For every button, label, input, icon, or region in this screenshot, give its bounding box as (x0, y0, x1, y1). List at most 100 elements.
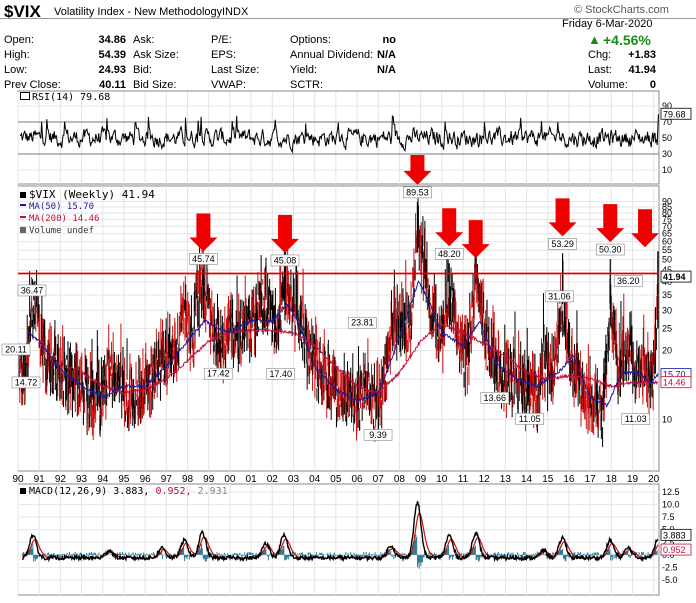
rsi-legend-icon (20, 92, 30, 100)
x-tick-label: 16 (563, 474, 575, 485)
x-tick-label: 13 (500, 474, 512, 485)
x-tick-label: 10 (436, 474, 448, 485)
macd-current-box (660, 543, 692, 556)
axis-labels: 90 91 92 93 94 95 96 97 98 99 00 01 02 03 04 05 06 07 08 09… (12, 101, 692, 585)
price-current-box (660, 376, 692, 389)
chg-value: +1.83 (628, 49, 656, 61)
symbol[interactable]: $VIX (4, 2, 41, 21)
x-tick-label: 05 (330, 474, 342, 485)
rsi-y-tick-label: 70 (662, 117, 672, 127)
price-y-tick-label: 45 (662, 265, 672, 275)
rsi-y-tick-label: 10 (662, 165, 672, 175)
macd-current-box (660, 528, 692, 541)
exchange: INDX (222, 6, 249, 18)
macd-legend-main: MACD(12,26,9) 3.883, (29, 486, 150, 497)
rsi-y-tick-label: 50 (662, 133, 672, 143)
open-value: 34.86 (98, 34, 126, 46)
value-annotation: 17.42 (207, 369, 230, 379)
x-tick-label: 14 (521, 474, 533, 485)
rsi-current-label: 79.68 (663, 109, 686, 119)
vwap-label: VWAP: (211, 79, 247, 91)
rsi-plot (18, 114, 659, 155)
value-annotation: 23.81 (351, 318, 374, 328)
x-tick-label: 03 (288, 474, 300, 485)
ma50-legend-row: MA(50) 15.70 (20, 201, 155, 213)
rsi-legend-text: RSI(14) 79.68 (32, 92, 111, 103)
pe-label: P/E: (211, 34, 232, 46)
up-arrow-icon: ▲ (588, 32, 601, 47)
value-annotation: 36.20 (617, 276, 640, 286)
price-plot (18, 197, 659, 448)
value-annotation-box (11, 376, 41, 389)
quote-header: $VIX Volatility Index - New Methodology … (0, 0, 696, 92)
price-y-tick-label: 20 (662, 346, 672, 356)
x-tick-label: 95 (118, 474, 130, 485)
value-annotation-box (348, 316, 377, 329)
x-tick-label: 20 (648, 474, 660, 485)
value-annotation-box (613, 275, 643, 287)
x-tick-label: 99 (203, 474, 215, 485)
macd-current-label: 3.883 (663, 530, 686, 540)
options-label: Options: (290, 34, 331, 46)
macd-legend-signal: 0.952, (149, 486, 192, 497)
x-tick-label: 06 (351, 474, 363, 485)
x-tick-label: 96 (140, 474, 152, 485)
blue-line-icon (20, 204, 26, 206)
value-annotation-box (595, 243, 625, 256)
x-tick-label: 18 (606, 474, 618, 485)
price-y-tick-label: 10 (662, 414, 672, 424)
price-current-label: 15.70 (663, 370, 686, 380)
value-annotation-box (434, 247, 464, 260)
x-tick-label: 92 (55, 474, 67, 485)
value-annotation: 45.08 (274, 255, 297, 265)
x-tick-label: 04 (309, 474, 321, 485)
macd-y-tick-label: 7.5 (662, 512, 675, 522)
macd-legend-icon (20, 488, 26, 494)
value-annotation-box (515, 413, 545, 425)
x-tick-label: 98 (182, 474, 194, 485)
macd-panel (17, 483, 660, 596)
bid-size-label: Bid Size: (133, 79, 177, 91)
price-legend-symbol: $VIX (Weekly) 41.94 (29, 188, 155, 201)
value-annotation-box (545, 290, 574, 303)
price-y-tick-label: 75 (662, 214, 672, 224)
x-tick-label: 01 (246, 474, 258, 485)
ma50-legend-text: MA(50) 15.70 (29, 202, 95, 212)
sctr-label: SCTR: (290, 79, 323, 91)
prev-close-value: 40.11 (99, 79, 126, 91)
price-y-tick-label: 55 (662, 245, 672, 255)
yield-label: Yield: (290, 64, 318, 76)
last-value: 41.94 (628, 64, 656, 76)
value-annotation: 11.05 (519, 414, 541, 424)
value-annotation: 45.74 (192, 254, 215, 264)
price-y-tick-label: 80 (662, 208, 672, 218)
volume-label: Volume: (588, 79, 628, 91)
bid-label: Bid: (133, 64, 152, 76)
value-annotation: 89.53 (406, 187, 429, 197)
value-annotation-box (480, 392, 510, 404)
price-legend-row: $VIX (Weekly) 41.94 (20, 189, 155, 201)
price-y-tick-label: 30 (662, 305, 672, 315)
annual-dividend-label: Annual Dividend: (290, 49, 374, 61)
price-y-tick-label: 25 (662, 323, 672, 333)
price-y-tick-label: 60 (662, 237, 672, 247)
ask-label: Ask: (133, 34, 155, 46)
value-annotation-box (203, 367, 233, 380)
macd-y-tick-label: 2.5 (662, 537, 675, 547)
yield-value: N/A (377, 64, 396, 76)
x-tick-label: 11 (458, 474, 469, 485)
volume-bars-icon (20, 227, 26, 233)
price-y-tick-label: 70 (662, 221, 672, 231)
annotations: 36.47 20.11 14.72 45.74 17.42 45.08 17.40 23.81… (1, 155, 659, 441)
x-tick-label: 19 (627, 474, 639, 485)
description: Volatility Index - New Methodology (54, 6, 223, 18)
value-annotation-box (363, 429, 393, 441)
value-annotation: 31.06 (548, 291, 571, 301)
value-annotation-box (189, 253, 218, 265)
rsi-y-tick-label: 30 (662, 149, 672, 159)
low-label: Low: (4, 64, 28, 76)
x-tick-label: 08 (394, 474, 406, 485)
low-value: 24.93 (98, 64, 126, 76)
value-annotation-box (621, 413, 650, 425)
